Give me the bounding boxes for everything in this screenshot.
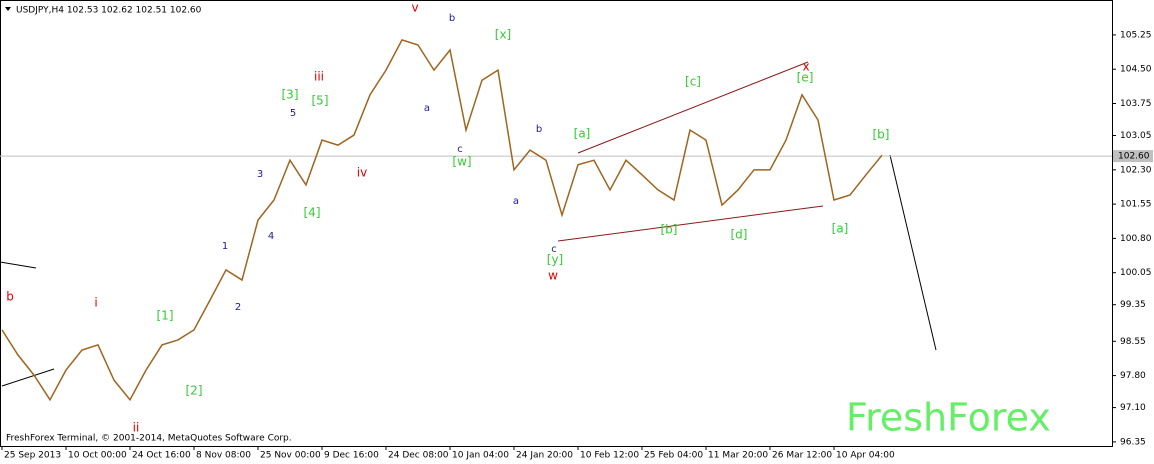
wave-label: [x] — [495, 28, 511, 42]
x-tick-label: 9 Dec 16:00 — [324, 451, 379, 461]
wave-label: [1] — [157, 309, 174, 323]
wave-label: c — [551, 244, 557, 255]
y-tick-label: 100.80 — [1120, 234, 1152, 244]
y-tick-label: 96.35 — [1120, 437, 1146, 447]
wave-label: [a] — [832, 222, 849, 236]
current-price-box — [1113, 150, 1153, 163]
x-tick-label: 24 Oct 16:00 — [132, 451, 191, 461]
footer: FreshForex Terminal, © 2001-2014, MetaQu… — [6, 434, 292, 444]
y-tick-label: 98.55 — [1120, 337, 1146, 347]
trend-line — [0, 261, 37, 269]
wave-label: 5 — [290, 108, 296, 119]
wave-label: iv — [357, 166, 367, 180]
wave-label: 2 — [235, 302, 241, 313]
wave-label: v — [411, 1, 418, 15]
y-tick-label: 105.25 — [1120, 30, 1152, 40]
x-tick-label: 24 Dec 08:00 — [388, 451, 449, 461]
wave-label: [5] — [312, 94, 329, 108]
wave-label: i — [94, 296, 97, 310]
trend-line — [577, 61, 809, 154]
x-tick-label: 25 Feb 04:00 — [644, 451, 703, 461]
y-tick-label: 104.50 — [1120, 65, 1152, 75]
y-tick-label: 103.75 — [1120, 99, 1152, 109]
wave-label: b — [536, 124, 542, 135]
x-tick-label: 26 Mar 12:00 — [772, 451, 832, 461]
y-tick-label: 97.10 — [1120, 403, 1146, 413]
menu-arrow[interactable] — [5, 7, 11, 11]
watermark: FreshForex — [846, 396, 1051, 440]
x-tick-label: 24 Jan 20:00 — [516, 451, 573, 461]
wave-label: [b] — [661, 223, 678, 237]
wave-label: [e] — [797, 71, 814, 85]
wave-label: 4 — [268, 231, 274, 242]
wave-label: [w] — [452, 155, 471, 169]
wave-label: b — [449, 13, 455, 24]
wave-label: ii — [133, 421, 140, 435]
wave-label: c — [457, 144, 463, 155]
wave-label: 1 — [222, 241, 228, 252]
wave-label: [2] — [186, 384, 203, 398]
y-tick-label: 97.80 — [1120, 371, 1146, 381]
forecast-line — [889, 154, 937, 351]
trend-line — [1, 368, 55, 387]
x-tick-label: 25 Sep 2013 — [4, 451, 61, 461]
x-tick-label: 10 Feb 12:00 — [580, 451, 639, 461]
x-tick-label: 25 Nov 00:00 — [260, 451, 321, 461]
wave-label: iii — [314, 70, 324, 84]
wave-label: [c] — [685, 75, 701, 89]
current-price-label: 102.60 — [1118, 152, 1150, 162]
wave-label: [3] — [282, 88, 299, 102]
wave-label: a — [513, 196, 519, 207]
y-tick-label: 103.05 — [1120, 131, 1152, 141]
x-tick-label: 11 Mar 20:00 — [708, 451, 768, 461]
wave-label: [b] — [873, 128, 890, 142]
x-tick-label: 10 Oct 00:00 — [68, 451, 127, 461]
plot-frame — [0, 0, 1113, 447]
y-tick-label: 102.30 — [1120, 165, 1152, 175]
x-tick-label: 8 Nov 08:00 — [196, 451, 251, 461]
y-tick-label: 99.35 — [1120, 300, 1146, 310]
y-tick-label: 100.05 — [1120, 268, 1152, 278]
wave-label: b — [6, 290, 14, 304]
wave-label: [a] — [574, 127, 591, 141]
wave-label: [4] — [304, 206, 321, 220]
chart-title: USDJPY,H4 102.53 102.62 102.51 102.60 — [16, 6, 202, 16]
wave-label: [d] — [731, 228, 748, 242]
y-tick-label: 101.55 — [1120, 200, 1152, 210]
price-line — [1, 39, 883, 402]
wave-label: w — [548, 269, 558, 283]
x-tick-label: 10 Apr 04:00 — [836, 451, 895, 461]
x-tick-label: 10 Jan 04:00 — [452, 451, 509, 461]
wave-label: 3 — [257, 169, 263, 180]
wave-label: a — [424, 103, 430, 114]
trend-line — [557, 205, 824, 242]
wave-label: x — [802, 60, 809, 74]
wave-label: [y] — [547, 253, 563, 267]
